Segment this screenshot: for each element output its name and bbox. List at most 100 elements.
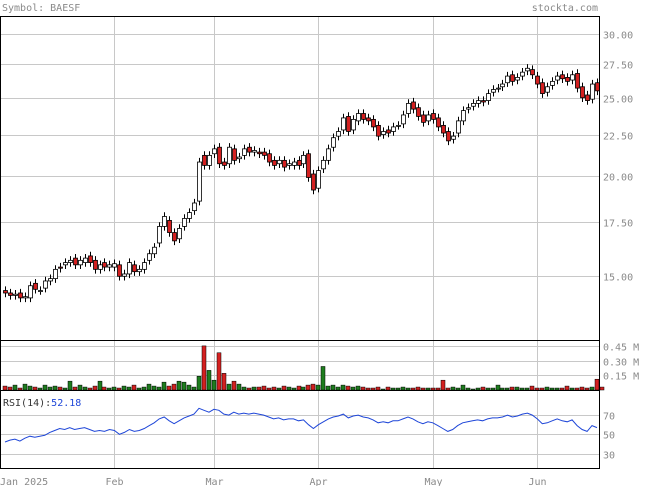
candle-body	[267, 153, 272, 163]
volume-bar	[480, 386, 486, 391]
candle-body	[287, 163, 292, 166]
candle-body	[486, 93, 491, 101]
candle-body	[510, 74, 515, 82]
candle-body	[127, 262, 132, 275]
candle-body	[212, 148, 217, 155]
candle-body	[177, 228, 182, 240]
volume-bar	[335, 386, 341, 391]
candle-body	[491, 89, 496, 93]
volume-bar	[375, 386, 381, 391]
candle-body	[316, 170, 321, 189]
candle-body	[242, 148, 247, 156]
candle-body	[396, 124, 401, 127]
volume-bar	[141, 386, 147, 391]
candle-body	[476, 100, 481, 104]
candle-body	[441, 124, 446, 134]
candle-body	[326, 148, 331, 161]
candle-body	[152, 246, 157, 255]
volume-bar	[206, 370, 212, 391]
volume-bar	[450, 386, 456, 391]
volume-bar	[509, 386, 515, 391]
candle-body	[78, 259, 83, 266]
candle-body	[550, 80, 555, 86]
candle-body	[282, 159, 287, 168]
volume-bar	[126, 386, 132, 391]
volume-tick-label: 0.15 M	[603, 372, 639, 383]
volume-bar	[286, 386, 292, 391]
candle-body	[555, 75, 560, 81]
volume-bar	[226, 383, 232, 391]
candle-body	[545, 86, 550, 93]
price-tick-label: 15.00	[603, 273, 633, 284]
volume-bar	[320, 366, 326, 391]
candle-body	[471, 103, 476, 107]
candle-body	[461, 110, 466, 122]
candle-body	[292, 161, 297, 166]
volume-bar	[251, 386, 257, 391]
volume-bar	[231, 380, 237, 391]
candle-body	[525, 67, 530, 72]
candle-body	[590, 83, 595, 100]
volume-bar	[380, 388, 386, 391]
candle-body	[515, 77, 520, 81]
rsi-line	[4, 407, 598, 443]
candle-body	[366, 117, 371, 122]
volume-bar	[504, 387, 510, 391]
candle-body	[406, 103, 411, 114]
candle-body	[411, 101, 416, 110]
candle-body	[272, 159, 277, 166]
volume-bar	[360, 386, 366, 391]
volume-bar	[589, 386, 595, 391]
candle-body	[187, 212, 192, 219]
price-tick-label: 20.00	[603, 173, 633, 184]
x-tick-label: May	[424, 477, 442, 486]
candle-body	[3, 290, 8, 294]
volume-bar	[7, 386, 13, 391]
volume-bar	[495, 384, 501, 391]
candle-body	[38, 290, 43, 292]
candle-body	[83, 257, 88, 263]
volume-bar	[261, 385, 267, 391]
candle-body	[505, 75, 510, 84]
x-tick-label: Jan 2025	[0, 477, 48, 486]
price-tick-label: 22.50	[603, 132, 633, 143]
candle-body	[481, 100, 486, 103]
candle-body	[18, 292, 23, 299]
volume-bar	[370, 387, 376, 391]
candle-body	[217, 146, 222, 165]
volume-bar	[395, 387, 401, 391]
candle-body	[132, 264, 137, 273]
volume-bar	[440, 379, 446, 391]
volume-bar	[281, 385, 287, 391]
volume-bar	[544, 386, 550, 391]
candle-body	[182, 218, 187, 227]
volume-bar	[390, 387, 396, 391]
candle-body	[451, 135, 456, 140]
volume-bar	[430, 387, 436, 391]
volume-bars	[2, 345, 605, 391]
candle-body	[237, 156, 242, 160]
candle-body	[48, 278, 53, 282]
candle-body	[306, 153, 311, 178]
volume-bar	[529, 385, 535, 391]
candle-body	[28, 285, 33, 299]
volume-bar	[266, 387, 272, 391]
candle-body	[277, 159, 282, 165]
volume-bar	[47, 386, 53, 391]
volume-bar	[52, 385, 58, 391]
volume-bar	[455, 387, 461, 391]
candle-body	[371, 118, 376, 128]
volume-bar	[490, 387, 496, 391]
volume-bar	[241, 386, 247, 391]
symbol-label: Symbol: BAESF	[2, 3, 80, 14]
volume-bar	[594, 378, 600, 391]
volume-bar	[574, 387, 580, 391]
candle-body	[361, 113, 366, 120]
candle-body	[341, 117, 346, 131]
candle-body	[436, 117, 441, 128]
volume-bar	[534, 387, 540, 391]
candle-body	[162, 216, 167, 227]
candle-body	[98, 264, 103, 270]
candle-body	[102, 262, 107, 268]
candle-body	[142, 262, 147, 270]
